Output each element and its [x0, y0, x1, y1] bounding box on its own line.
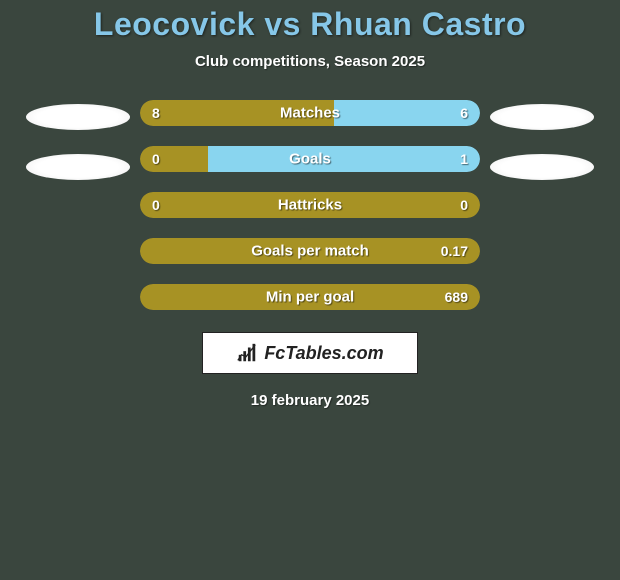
stat-label: Matches — [280, 105, 340, 122]
bars-column: 8 6 Matches 0 1 Goals 0 0 Hattricks 0.17 Goals per… — [140, 100, 480, 310]
stat-label: Min per goal — [266, 289, 354, 306]
stat-row: 0 1 Goals — [140, 146, 480, 172]
stat-value-right: 689 — [445, 289, 468, 305]
bar-fill-right — [208, 146, 480, 172]
left-player-avatar — [26, 154, 130, 180]
stat-label: Hattricks — [278, 197, 342, 214]
stat-value-left: 0 — [152, 151, 160, 167]
bar-fill-right — [334, 100, 480, 126]
left-player-avatar — [26, 104, 130, 130]
stat-row: 689 Min per goal — [140, 284, 480, 310]
footer-date: 19 february 2025 — [0, 392, 620, 409]
page-title: Leocovick vs Rhuan Castro — [0, 6, 620, 43]
fctables-logo: FcTables.com — [202, 332, 418, 374]
stat-value-left: 0 — [152, 197, 160, 213]
right-player-avatar — [490, 154, 594, 180]
stat-value-right: 0.17 — [441, 243, 468, 259]
stat-label: Goals — [289, 151, 331, 168]
stat-value-right: 0 — [460, 197, 468, 213]
right-avatar-column — [490, 100, 610, 180]
stat-value-right: 1 — [460, 151, 468, 167]
stat-row: 0 0 Hattricks — [140, 192, 480, 218]
bar-chart-icon — [236, 342, 258, 364]
comparison-infographic: Leocovick vs Rhuan Castro Club competiti… — [0, 0, 620, 409]
stat-row: 0.17 Goals per match — [140, 238, 480, 264]
stat-value-right: 6 — [460, 105, 468, 121]
footer-logo-text: FcTables.com — [264, 343, 383, 364]
left-avatar-column — [10, 100, 130, 180]
stat-row: 8 6 Matches — [140, 100, 480, 126]
subtitle: Club competitions, Season 2025 — [0, 53, 620, 70]
stat-label: Goals per match — [251, 243, 369, 260]
right-player-avatar — [490, 104, 594, 130]
stats-area: 8 6 Matches 0 1 Goals 0 0 Hattricks 0.17 Goals per… — [0, 100, 620, 310]
bar-fill-left — [140, 146, 208, 172]
stat-value-left: 8 — [152, 105, 160, 121]
